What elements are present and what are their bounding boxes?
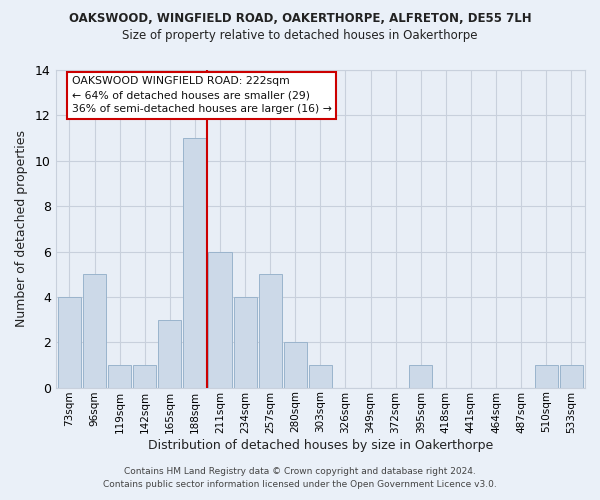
Bar xyxy=(535,365,557,388)
Text: OAKSWOOD WINGFIELD ROAD: 222sqm
← 64% of detached houses are smaller (29)
36% of: OAKSWOOD WINGFIELD ROAD: 222sqm ← 64% of… xyxy=(71,76,331,114)
X-axis label: Distribution of detached houses by size in Oakerthorpe: Distribution of detached houses by size … xyxy=(148,440,493,452)
Bar xyxy=(158,320,181,388)
Bar xyxy=(184,138,206,388)
Text: OAKSWOOD, WINGFIELD ROAD, OAKERTHORPE, ALFRETON, DE55 7LH: OAKSWOOD, WINGFIELD ROAD, OAKERTHORPE, A… xyxy=(68,12,532,26)
Bar xyxy=(133,365,156,388)
Text: Size of property relative to detached houses in Oakerthorpe: Size of property relative to detached ho… xyxy=(122,29,478,42)
Bar xyxy=(284,342,307,388)
Bar xyxy=(560,365,583,388)
Bar xyxy=(233,297,257,388)
Bar xyxy=(259,274,282,388)
Bar xyxy=(83,274,106,388)
Bar xyxy=(409,365,432,388)
Bar xyxy=(58,297,81,388)
Text: Contains HM Land Registry data © Crown copyright and database right 2024.
Contai: Contains HM Land Registry data © Crown c… xyxy=(103,468,497,489)
Y-axis label: Number of detached properties: Number of detached properties xyxy=(15,130,28,328)
Bar xyxy=(208,252,232,388)
Bar xyxy=(309,365,332,388)
Bar xyxy=(108,365,131,388)
